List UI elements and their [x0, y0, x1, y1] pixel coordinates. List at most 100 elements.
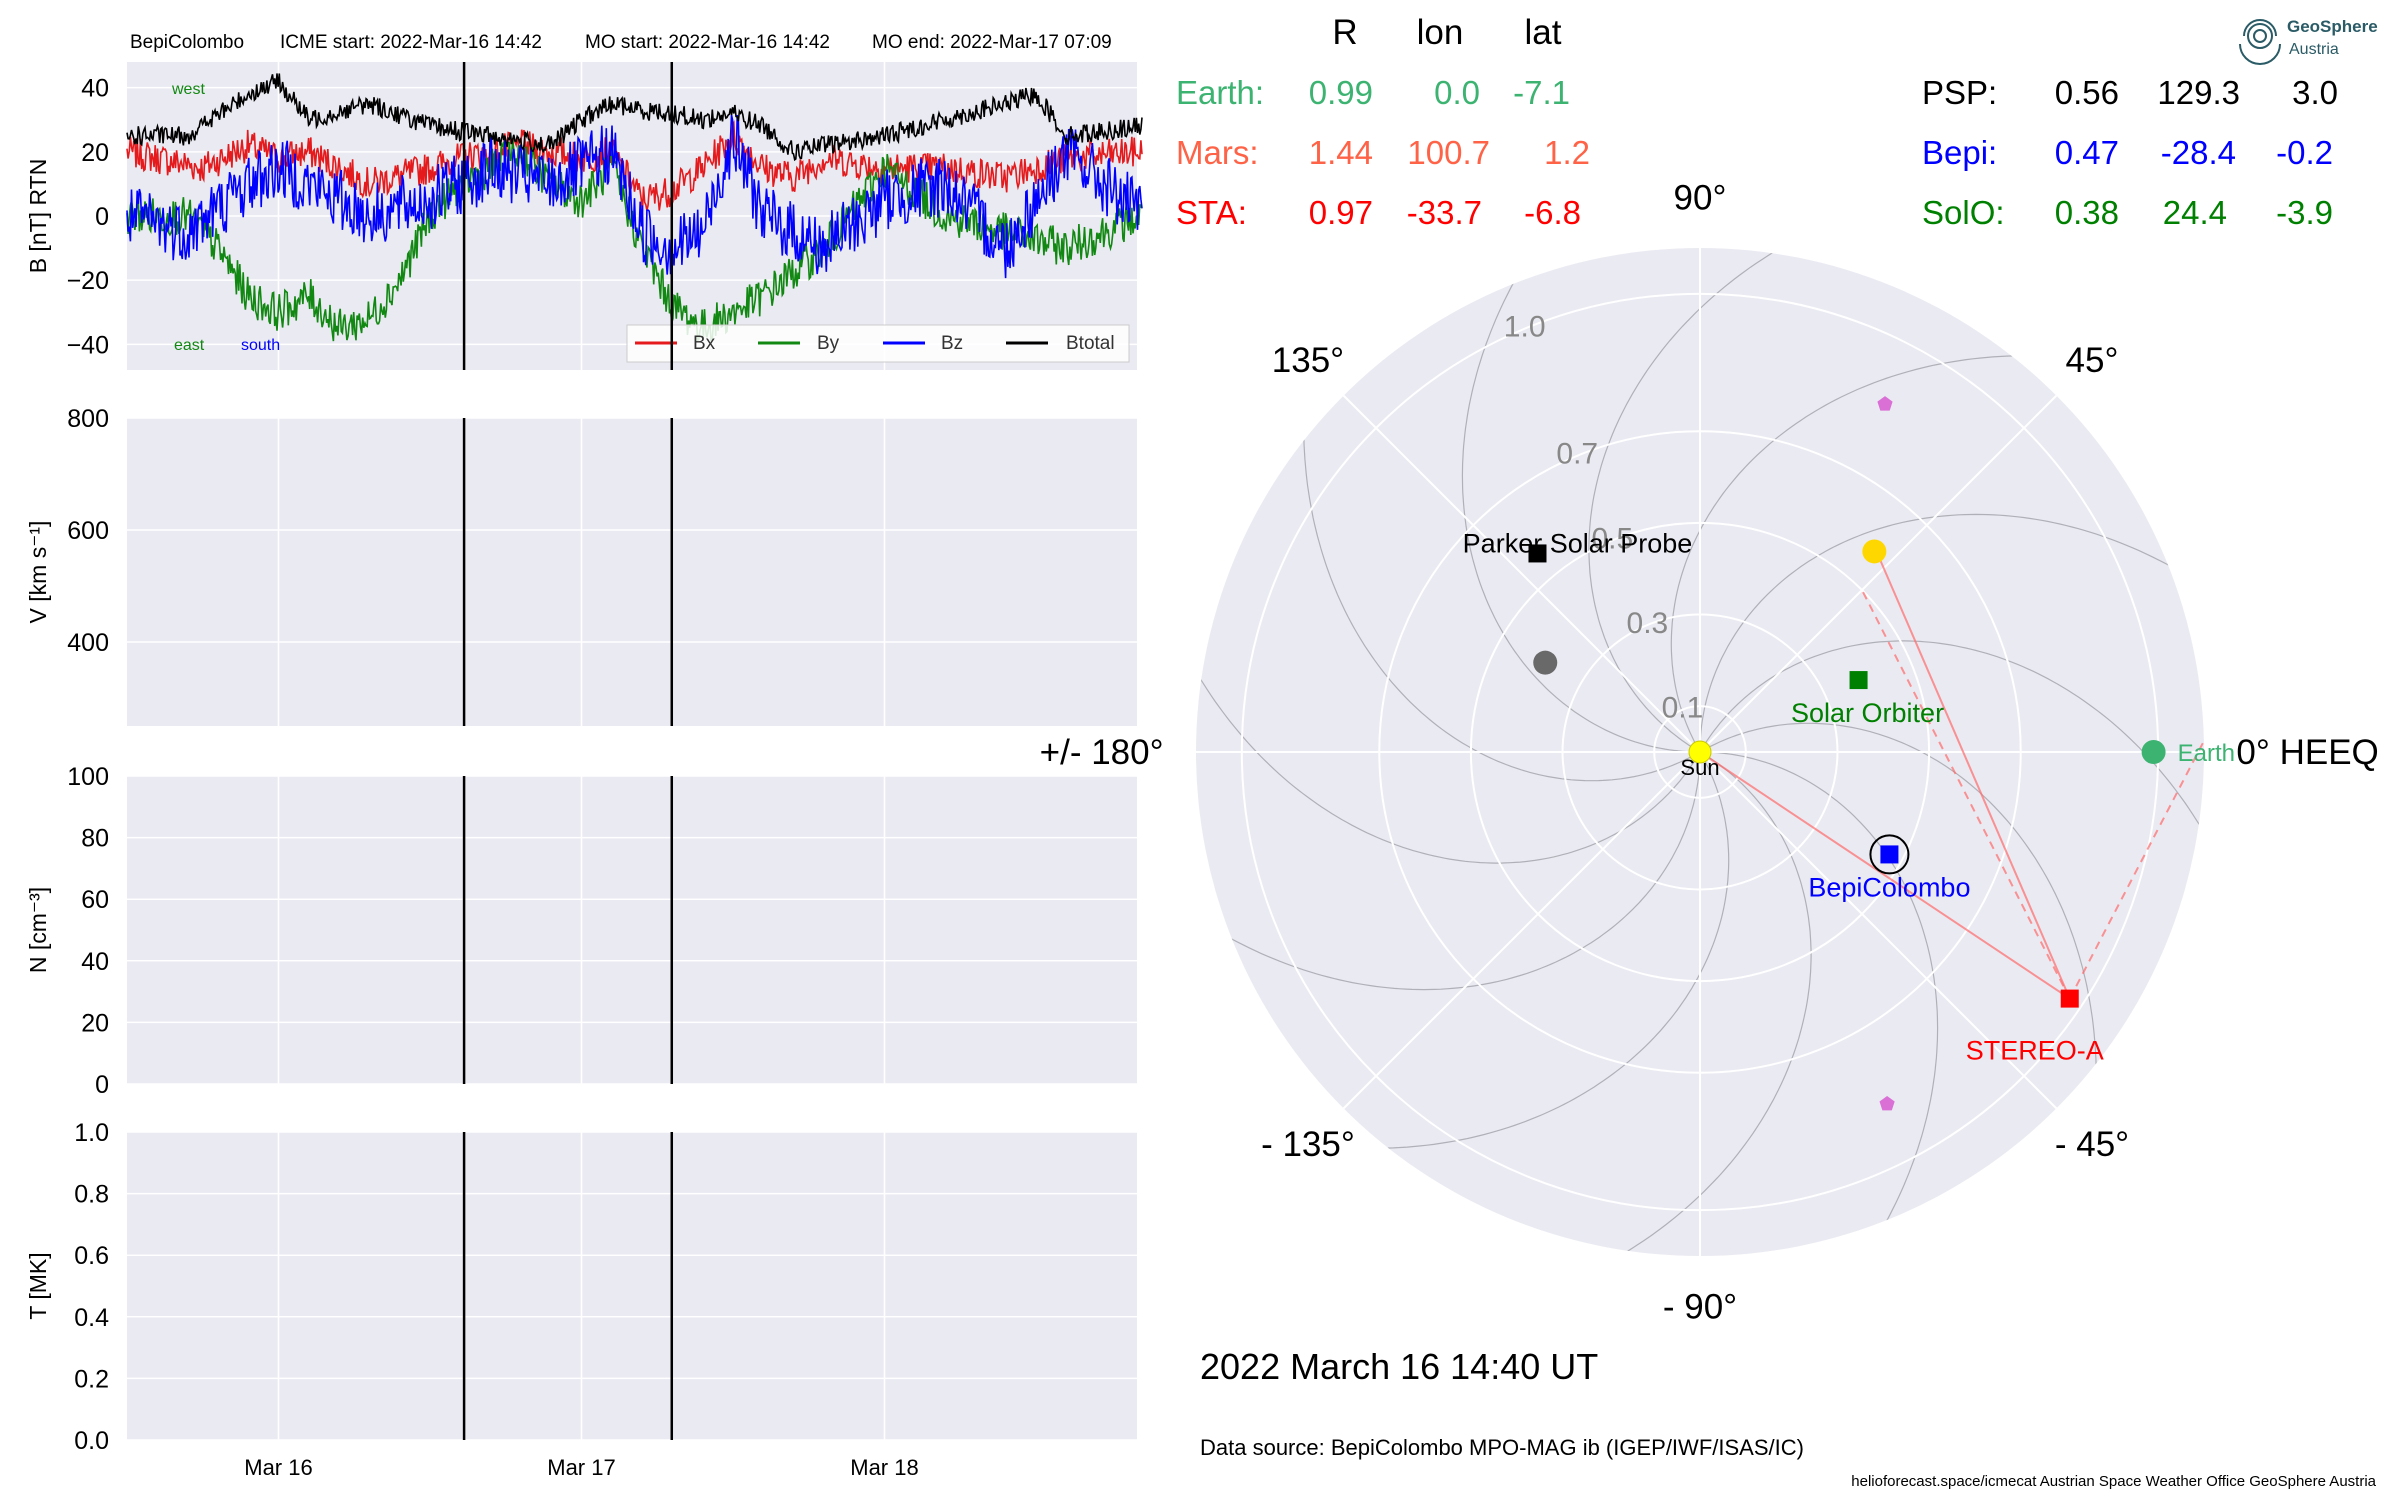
- y-tick-label: 800: [67, 405, 109, 433]
- geosphere-logo-name: GeoSphere: [2287, 17, 2378, 36]
- angular-gridline: [1699, 751, 2058, 1110]
- b-field-series: [126, 73, 1143, 343]
- temperature-plot-area: [127, 1132, 1137, 1440]
- row-bepi-lon: -28.4: [2161, 134, 2236, 171]
- row-psp-lat: 3.0: [2292, 74, 2338, 111]
- parker-spirals: [1196, 248, 2204, 1256]
- parker-spiral: [1303, 404, 1701, 782]
- body-mercury: [1533, 650, 1558, 675]
- b-field-legend: Bx By Bz Btotal: [626, 324, 1130, 363]
- density-gridlines: [127, 775, 1137, 1085]
- radial-tick-label: 0.7: [1556, 438, 1598, 471]
- y-tick-label: 100: [67, 763, 109, 791]
- y-tick-label: 60: [81, 886, 109, 914]
- parker-spiral: [1700, 751, 1939, 1252]
- parker-spiral: [1588, 248, 1804, 753]
- body-bepicolombo: [1880, 845, 1899, 864]
- icme-start-label: ICME start: 2022-Mar-16 14:42: [280, 32, 542, 53]
- time-series-header: BepiColombo ICME start: 2022-Mar-16 14:4…: [130, 32, 1112, 53]
- b-field-y-ticks: 40 20 0 −20 −40: [67, 75, 109, 360]
- radial-tick-label: 1.0: [1504, 311, 1546, 344]
- parker-spiral: [1699, 513, 2200, 752]
- density-y-ticks: 100 80 60 40 20 0: [67, 763, 109, 1099]
- body-marker-lower: [1879, 1096, 1895, 1111]
- series-bz: [126, 114, 1143, 279]
- row-sta-r: 0.97: [1309, 194, 1373, 231]
- body-label-solar-orbiter: Solar Orbiter: [1791, 698, 1944, 728]
- row-psp: PSP: 0.56 129.3 3.0: [1922, 74, 2338, 111]
- y-tick-label: 0.2: [74, 1365, 109, 1393]
- parker-spiral: [1699, 722, 2097, 1100]
- header-r: R: [1332, 13, 1357, 52]
- y-tick-label: 20: [81, 1009, 109, 1037]
- temperature-y-ticks: 1.0 0.8 0.6 0.4 0.2 0.0: [74, 1119, 109, 1455]
- row-sta-name: STA:: [1176, 194, 1247, 231]
- parker-spiral: [1670, 355, 2048, 753]
- angular-gridline: [1342, 394, 1701, 753]
- body-mars: [1862, 539, 1887, 564]
- legend-bz-label: Bz: [941, 333, 963, 354]
- row-psp-r: 0.56: [2055, 74, 2119, 111]
- parker-spiral: [1699, 640, 2204, 856]
- row-bepi-r: 0.47: [2055, 134, 2119, 171]
- angle-label: - 45°: [2055, 1125, 2129, 1164]
- row-solo-lat: -3.9: [2276, 194, 2333, 231]
- row-earth-lat: -7.1: [1513, 74, 1570, 111]
- y-tick-label: 80: [81, 825, 109, 853]
- row-sta: STA: 0.97 -33.7 -6.8: [1176, 194, 1581, 231]
- row-mars-name: Mars:: [1176, 134, 1259, 171]
- speed-y-ticks: 800 600 400: [67, 405, 109, 657]
- y-tick-label: 0: [95, 203, 109, 231]
- row-psp-lon: 129.3: [2157, 74, 2240, 111]
- row-earth: Earth: 0.99 0.0 -7.1: [1176, 74, 1570, 111]
- y-tick-label: 0.0: [74, 1427, 109, 1455]
- header-lat: lat: [1525, 13, 1562, 52]
- footer-credits: helioforecast.space/icmecat Austrian Spa…: [1851, 1473, 2376, 1490]
- south-annotation: south: [241, 337, 280, 354]
- row-earth-lon: 0.0: [1434, 74, 1480, 111]
- angle-label: 135°: [1272, 341, 1344, 380]
- polar-plot: 0.1 0.3 0.5 0.7 1.0 Sun Earth STEREO-A Parker S…: [1040, 179, 2379, 1327]
- connection-line: [1876, 554, 2071, 999]
- body-label-bepicolombo: BepiColombo: [1808, 872, 1970, 902]
- body-label-earth: Earth: [2178, 740, 2235, 767]
- body-label-parker-solar-probe: Parker Solar Probe: [1463, 528, 1693, 558]
- event-boundary-lines: [462, 62, 674, 1440]
- row-solo-r: 0.38: [2055, 194, 2119, 231]
- row-bepi: Bepi: 0.47 -28.4 -0.2: [1922, 134, 2333, 171]
- y-tick-label: 0.4: [74, 1304, 109, 1332]
- temperature-gridlines: [127, 1131, 1137, 1441]
- time-x-ticks: Mar 16 Mar 17 Mar 18: [244, 1455, 918, 1480]
- speed-panel: 800 600 400 V [km s⁻¹]: [25, 405, 1137, 726]
- radial-tick-label: 0.3: [1627, 607, 1669, 640]
- row-earth-r: 0.99: [1309, 74, 1373, 111]
- row-sta-lon: -33.7: [1407, 194, 1482, 231]
- body-sun: [1688, 740, 1712, 764]
- angle-label: 0° HEEQ: [2236, 733, 2378, 772]
- connection-line: [1699, 751, 2071, 1000]
- angular-gridline: [1699, 394, 2058, 753]
- legend-btotal-label: Btotal: [1066, 333, 1115, 354]
- row-bepi-name: Bepi:: [1922, 134, 1997, 171]
- header-lon: lon: [1417, 13, 1464, 52]
- row-solo: SolO: 0.38 24.4 -3.9: [1922, 194, 2333, 231]
- legend-by-label: By: [817, 333, 840, 354]
- east-annotation: east: [174, 337, 205, 354]
- body-solar-orbiter: [1849, 671, 1868, 690]
- polar-bodies: Sun Earth STEREO-A Parker Solar Probe BepiCo…: [1463, 396, 2235, 1111]
- connection-line: [1861, 589, 2071, 1000]
- row-bepi-lat: -0.2: [2276, 134, 2333, 171]
- y-tick-label: 40: [81, 948, 109, 976]
- y-tick-label: 20: [81, 139, 109, 167]
- geosphere-logo-sub: Austria: [2289, 41, 2339, 58]
- speed-ylabel: V [km s⁻¹]: [25, 521, 51, 624]
- radial-tick-label: 0.1: [1662, 692, 1704, 725]
- body-stereo-a: [2060, 989, 2079, 1008]
- geosphere-logo: GeoSphere Austria: [2239, 17, 2378, 65]
- radial-tick-label: 0.5: [1591, 522, 1633, 555]
- spacecraft-name: BepiColombo: [130, 32, 244, 53]
- angle-label: 45°: [2066, 341, 2119, 380]
- geosphere-logo-icon: [2239, 19, 2281, 65]
- body-label-stereo-a: STEREO-A: [1966, 1036, 2104, 1066]
